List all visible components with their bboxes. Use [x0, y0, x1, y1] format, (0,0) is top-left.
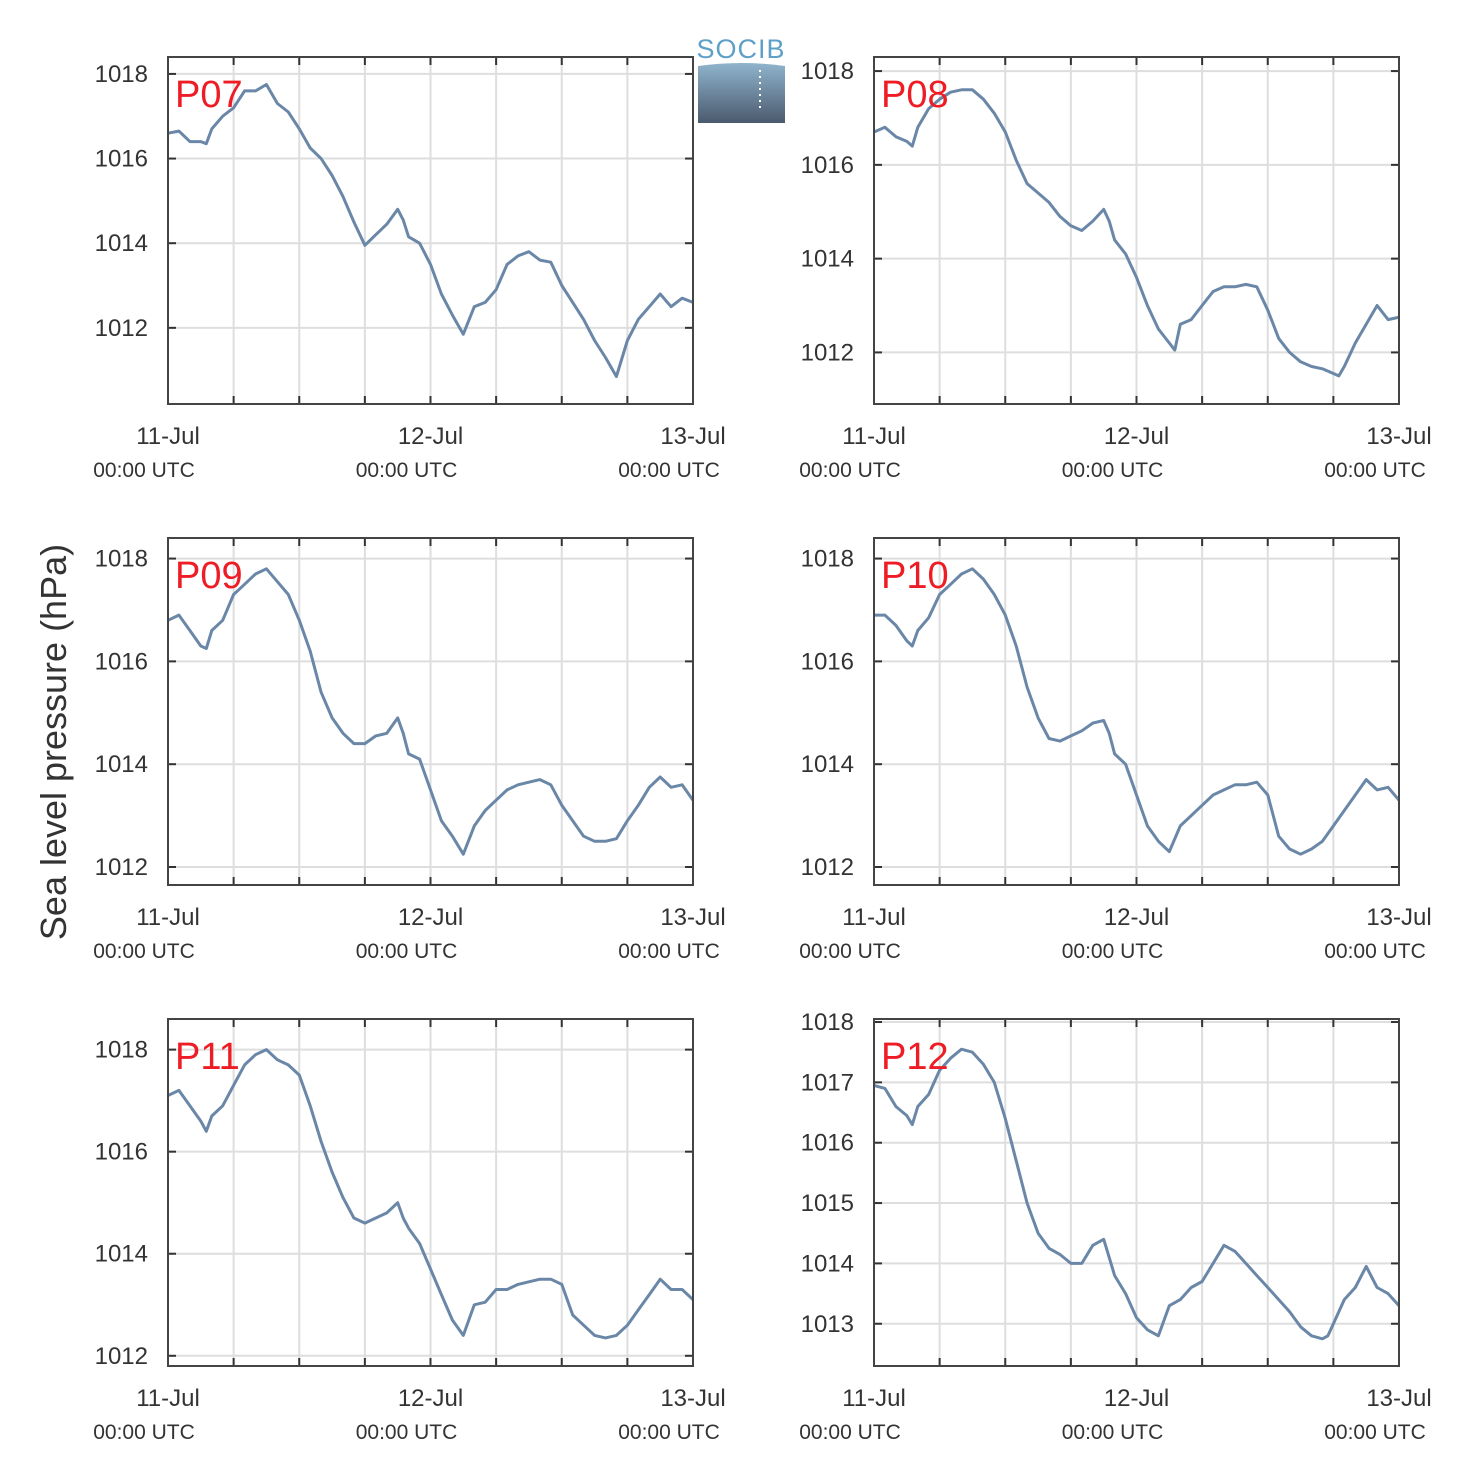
x-tick-time-label: 00:00 UTC	[1062, 459, 1164, 482]
x-tick-time-label: 00:00 UTC	[618, 940, 720, 963]
y-tick-label: 1012	[95, 854, 148, 881]
y-tick-label: 1016	[95, 146, 148, 173]
x-tick-time-label: 00:00 UTC	[618, 1421, 720, 1444]
pressure-series-line	[167, 1048, 695, 1340]
y-tick-label: 1018	[95, 61, 148, 88]
y-tick-label: 1015	[801, 1190, 854, 1217]
y-tick-label: 1014	[95, 1241, 148, 1268]
x-tick-time-label: 00:00 UTC	[356, 940, 458, 963]
x-tick-date-label: 11-Jul	[842, 1385, 906, 1412]
x-tick-date-label: 13-Jul	[1366, 1385, 1431, 1412]
x-tick-date-label: 13-Jul	[660, 904, 725, 931]
y-tick-label: 1016	[95, 1139, 148, 1166]
x-tick-date-label: 11-Jul	[842, 904, 906, 931]
panel-p11: 1012 1014 1016 1018 11-Jul 00:00 UTC 12-Jul 00:…	[93, 1018, 726, 1444]
x-tick-date-label: 13-Jul	[1366, 423, 1431, 450]
plot-frame	[167, 56, 694, 405]
y-tick-label: 1014	[801, 246, 854, 273]
x-tick-date-label: 12-Jul	[1104, 423, 1169, 450]
x-tick-date-label: 12-Jul	[1104, 904, 1169, 931]
x-tick-date-label: 12-Jul	[1104, 1385, 1169, 1412]
x-tick-date-label: 12-Jul	[398, 423, 463, 450]
pressure-series-line	[873, 1047, 1401, 1341]
plot-frame	[167, 537, 694, 886]
panel-p07: 1012 1014 1016 1018 11-Jul 00:00 UTC 12-Jul 00:…	[93, 56, 726, 482]
plot-frame	[873, 1018, 1400, 1367]
pressure-series-line	[167, 83, 694, 378]
y-tick-label: 1012	[95, 1343, 148, 1370]
x-tick-time-label: 00:00 UTC	[93, 459, 195, 482]
y-tick-label: 1014	[95, 230, 148, 257]
panel-p12: 1013 1014 1015 1016 1017 1018 11-Jul 00:00 UTC 1…	[799, 1009, 1431, 1444]
station-label: P11	[175, 1036, 240, 1078]
socib-logo: SOCIB	[696, 34, 785, 123]
station-label: P10	[881, 555, 949, 597]
station-label: P12	[881, 1036, 949, 1078]
x-tick-time-label: 00:00 UTC	[1324, 1421, 1426, 1444]
x-tick-date-label: 11-Jul	[136, 423, 200, 450]
y-tick-label: 1018	[801, 1009, 854, 1036]
x-tick-date-label: 11-Jul	[136, 1385, 200, 1412]
pressure-series-line	[167, 567, 695, 856]
y-tick-label: 1018	[801, 58, 854, 85]
x-tick-time-label: 00:00 UTC	[1062, 940, 1164, 963]
x-tick-date-label: 11-Jul	[842, 423, 906, 450]
x-tick-date-label: 13-Jul	[1366, 904, 1431, 931]
y-tick-label: 1018	[95, 546, 148, 573]
station-label: P07	[175, 74, 243, 116]
panel-p08: 1012 1014 1016 1018 11-Jul 00:00 UTC 12-Jul 00:…	[799, 56, 1432, 482]
y-tick-label: 1016	[801, 1130, 854, 1157]
y-tick-label: 1013	[801, 1311, 854, 1338]
y-tick-label: 1016	[801, 648, 854, 675]
x-tick-date-label: 13-Jul	[660, 423, 725, 450]
plot-frame	[167, 1018, 694, 1367]
y-tick-label: 1016	[801, 152, 854, 179]
x-tick-time-label: 00:00 UTC	[799, 1421, 901, 1444]
x-tick-time-label: 00:00 UTC	[93, 940, 195, 963]
x-tick-time-label: 00:00 UTC	[618, 459, 720, 482]
x-tick-date-label: 12-Jul	[398, 1385, 463, 1412]
y-tick-label: 1014	[801, 751, 854, 778]
x-tick-time-label: 00:00 UTC	[799, 940, 901, 963]
x-tick-date-label: 11-Jul	[136, 904, 200, 931]
pressure-series-line	[874, 567, 1401, 856]
y-tick-label: 1018	[95, 1037, 148, 1064]
pressure-series-line	[873, 88, 1400, 378]
y-tick-label: 1012	[801, 339, 854, 366]
x-tick-time-label: 00:00 UTC	[1324, 940, 1426, 963]
logo-wave	[698, 63, 785, 123]
y-tick-label: 1014	[95, 751, 148, 778]
plot-frame	[873, 537, 1400, 886]
panel-p09: 1012 1014 1016 1018 11-Jul 00:00 UTC 12-Jul 00:…	[93, 537, 726, 963]
station-label: P09	[175, 555, 243, 597]
x-tick-time-label: 00:00 UTC	[356, 1421, 458, 1444]
logo-text: SOCIB	[696, 34, 785, 64]
y-tick-label: 1016	[95, 648, 148, 675]
x-tick-date-label: 13-Jul	[660, 1385, 725, 1412]
x-tick-date-label: 12-Jul	[398, 904, 463, 931]
y-axis-label: Sea level pressure (hPa)	[33, 544, 74, 940]
panels: 1012 1014 1016 1018 11-Jul 00:00 UTC 12-Jul 00:…	[93, 56, 1432, 1444]
y-tick-label: 1012	[95, 315, 148, 342]
plot-frame	[873, 56, 1400, 405]
panel-p10: 1012 1014 1016 1018 11-Jul 00:00 UTC 12-Jul 00:…	[799, 537, 1432, 963]
y-tick-label: 1017	[801, 1069, 854, 1096]
x-tick-time-label: 00:00 UTC	[1324, 459, 1426, 482]
y-tick-label: 1014	[801, 1250, 854, 1277]
x-tick-time-label: 00:00 UTC	[93, 1421, 195, 1444]
y-tick-label: 1018	[801, 546, 854, 573]
x-tick-time-label: 00:00 UTC	[1062, 1421, 1164, 1444]
station-label: P08	[881, 74, 949, 116]
x-tick-time-label: 00:00 UTC	[799, 459, 901, 482]
x-tick-time-label: 00:00 UTC	[356, 459, 458, 482]
y-tick-label: 1012	[801, 854, 854, 881]
